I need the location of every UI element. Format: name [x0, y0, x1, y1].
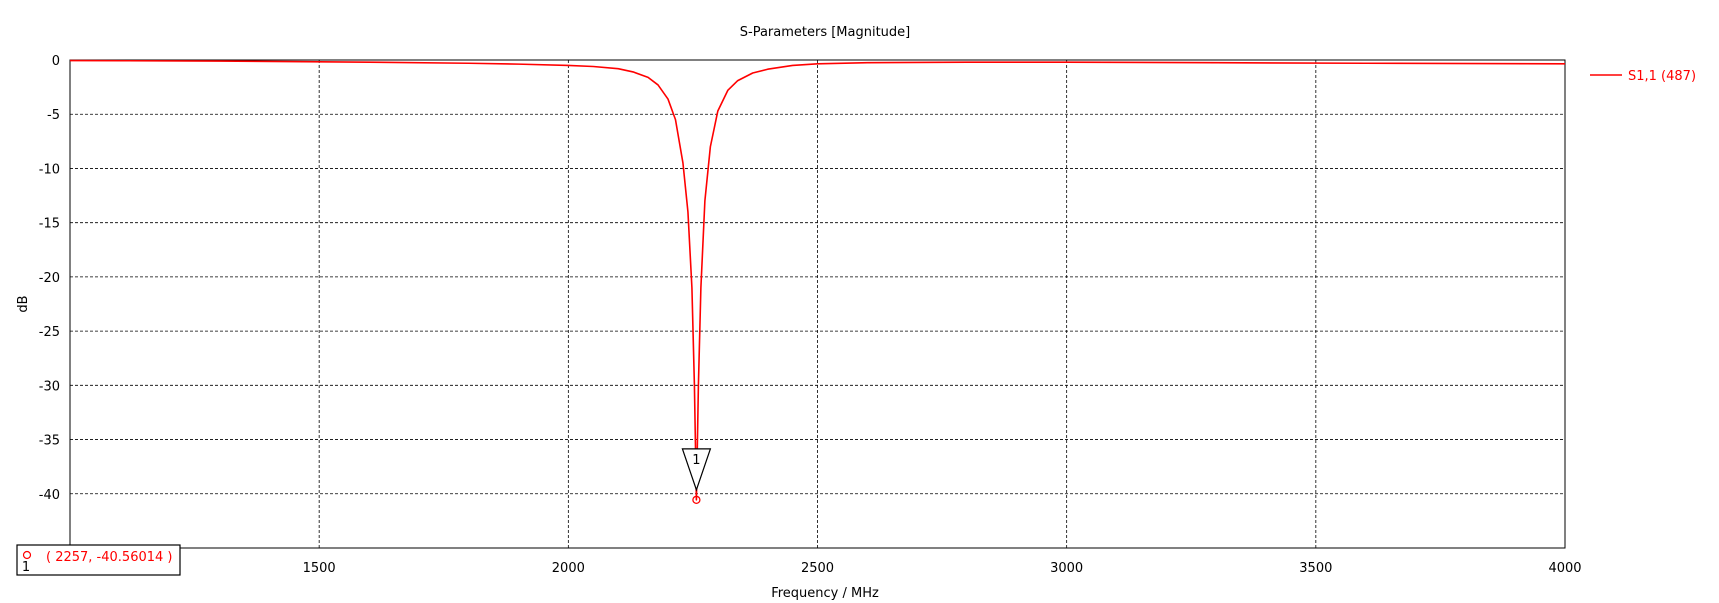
y-tick-label: -35: [39, 434, 60, 449]
y-tick-label: -40: [39, 488, 60, 503]
legend-label-s11: S1,1 (487): [1628, 69, 1696, 84]
marker-readout-id: 1: [22, 560, 30, 575]
marker-readout-dot: [22, 550, 32, 560]
y-axis-ticks: 0 -5 -10 -15 -20 -25 -30 -35 -40: [39, 54, 60, 503]
marker-layer: 1: [681, 448, 712, 505]
x-tick-label: 2500: [801, 561, 834, 576]
series-line-s11[interactable]: [69, 59, 1566, 501]
marker-readout-box[interactable]: 1 ( 2257, -40.56014 ): [16, 544, 181, 576]
y-tick-label: -5: [47, 108, 60, 123]
y-tick-label: -15: [39, 217, 60, 232]
y-tick-label: -25: [39, 325, 60, 340]
marker-readout-frame: [16, 544, 181, 576]
series-layer: [69, 59, 1566, 501]
marker-readout-value: ( 2257, -40.56014 ): [46, 550, 172, 565]
y-axis-label: dB: [16, 295, 31, 312]
x-tick-label: 3500: [1299, 561, 1332, 576]
x-axis-ticks: 1500 2000 2500 3000 3500 4000: [303, 561, 1582, 576]
x-tick-label: 1500: [303, 561, 336, 576]
plot-area-frame: [69, 59, 1566, 549]
marker-point[interactable]: [692, 495, 701, 505]
y-tick-label: -10: [39, 162, 60, 177]
x-axis-label: Frequency / MHz: [771, 586, 879, 601]
marker-id-label: 1: [692, 453, 700, 468]
x-tick-label: 4000: [1548, 561, 1581, 576]
chart-title: S-Parameters [Magnitude]: [740, 25, 911, 40]
y-tick-label: -30: [39, 379, 60, 394]
legend[interactable]: S1,1 (487): [1590, 69, 1696, 84]
y-tick-label: -20: [39, 271, 60, 286]
marker-triangle[interactable]: [681, 448, 712, 492]
x-tick-label: 3000: [1050, 561, 1083, 576]
grid-lines: [70, 60, 1565, 548]
x-tick-label: 2000: [552, 561, 585, 576]
y-tick-label: 0: [52, 54, 60, 69]
